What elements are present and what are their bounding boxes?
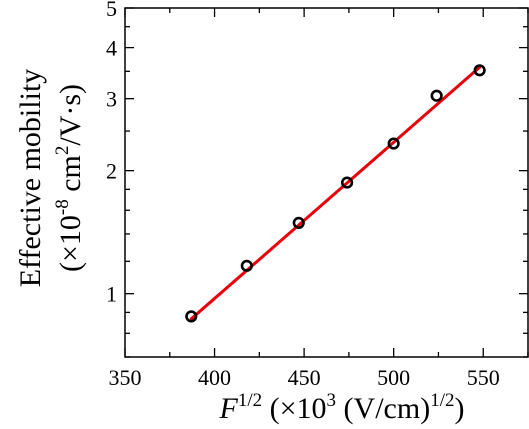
y-tick-labels: 1 2 3 4 5 [106,0,117,307]
y-tick-label: 1 [106,282,117,307]
plot-frame-group [124,7,529,358]
fit-line-group [189,65,482,321]
data-point [185,310,198,323]
data-point [473,64,486,77]
y-axis-label-line1: Effective mobility [14,69,47,288]
y-tick-label: 5 [106,0,117,21]
x-axis-label: F1/2 (×103 (V/cm)1/2) [219,390,465,425]
data-point [240,259,253,272]
fit-line [189,65,482,321]
x-tick-label: 500 [377,365,410,390]
y-tick-label: 2 [106,159,117,184]
data-point [387,137,400,150]
data-point [292,216,305,230]
x-tick-label: 550 [467,365,500,390]
y-tick-label: 3 [106,87,117,112]
plot-frame [124,7,529,358]
data-points-group [185,64,486,323]
data-point [340,176,354,189]
svg-text:Effective mobility: Effective mobility [14,69,47,288]
y-axis-label-line2: (×10-8 cm2/V·s) [52,84,87,272]
svg-text:(×10-8 cm2/V·s): (×10-8 cm2/V·s) [52,84,87,272]
x-tick-label: 450 [288,365,321,390]
x-tick-label: 400 [198,365,231,390]
data-point [430,89,443,102]
x-tick-labels: 350 400 450 500 550 [109,365,500,390]
y-tick-label: 4 [106,36,117,61]
x-tick-label: 350 [109,365,142,390]
